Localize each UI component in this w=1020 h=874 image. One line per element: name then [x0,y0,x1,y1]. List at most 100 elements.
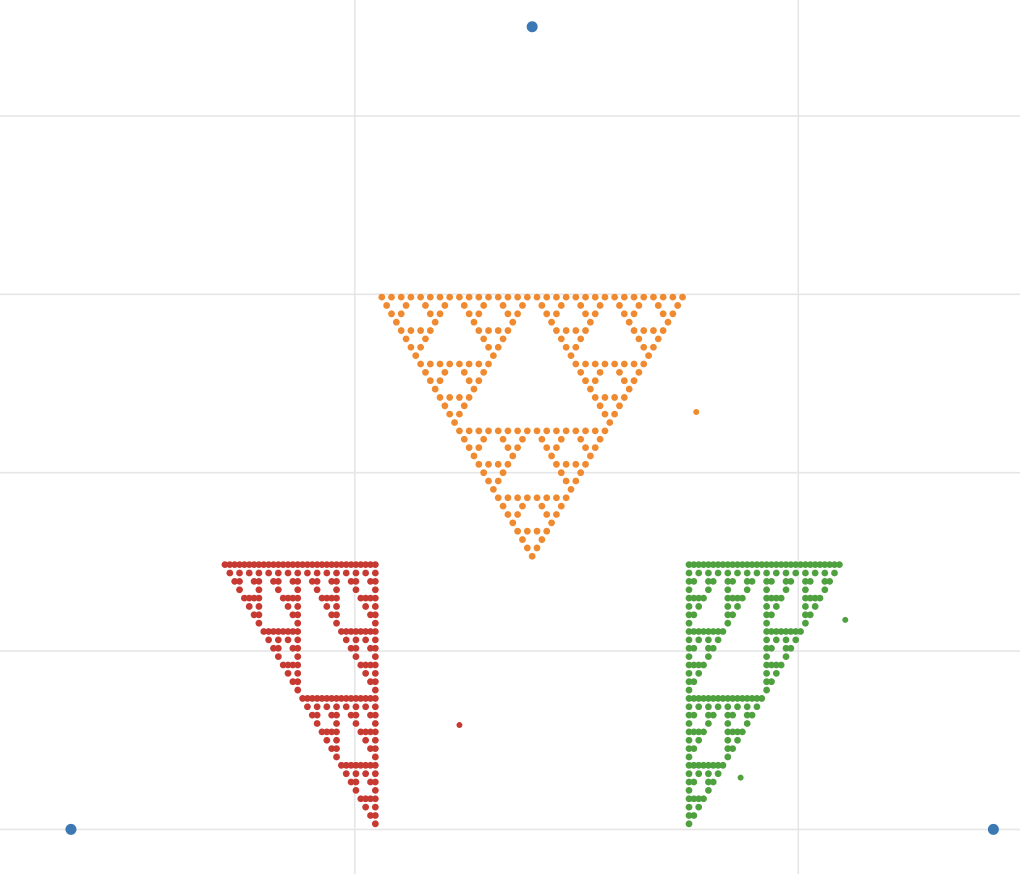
right-cluster-point [714,695,722,702]
top-cluster-point [509,519,517,527]
right-cluster-point [782,653,790,661]
left-cluster-point [284,628,292,635]
top-cluster-point [426,360,434,368]
top-cluster-point [504,494,512,502]
top-cluster-point [480,435,488,443]
top-cluster-point [553,427,560,435]
right-cluster-point [753,695,761,702]
right-cluster-point [787,628,795,635]
left-cluster-point [342,695,350,702]
right-cluster-point [695,695,703,702]
left-cluster-point [328,577,336,585]
top-cluster-point [538,502,546,510]
left-cluster-point [337,561,345,569]
right-cluster-point [763,577,771,585]
left-cluster-point [333,720,340,727]
right-cluster-point [763,628,771,635]
top-cluster-point [475,327,483,334]
top-cluster-point [620,394,628,401]
left-cluster-point [352,720,360,727]
left-cluster-point [294,669,302,677]
left-cluster-point [357,695,365,702]
top-cluster-point [397,327,405,334]
top-cluster-point [528,552,536,560]
right-cluster-stray-point [737,774,744,781]
right-cluster-point [724,586,732,594]
right-cluster-point [738,728,746,736]
left-cluster-point [289,628,297,635]
top-cluster-point [475,310,483,318]
left-cluster-point [284,561,292,569]
right-cluster-point [695,728,703,736]
left-cluster-point [347,561,355,569]
top-cluster-point [402,335,410,343]
right-cluster-point [700,594,707,602]
right-cluster-point [705,653,712,661]
left-cluster-point [289,661,297,669]
right-cluster-point [729,611,737,619]
left-cluster-point [333,745,340,752]
right-cluster-point [719,695,727,702]
left-cluster-point [371,761,379,769]
top-cluster-point [465,377,473,385]
left-cluster-point [362,628,370,635]
left-cluster-point [240,594,248,602]
right-cluster-point [753,561,761,569]
top-cluster-point [523,494,531,502]
top-cluster-point [460,368,468,376]
top-cluster-point [397,293,405,301]
right-cluster-point [811,569,819,577]
right-cluster-point [724,561,732,569]
left-cluster-point [260,561,268,569]
left-cluster-point [371,695,379,702]
left-cluster-point [289,644,297,652]
right-cluster-point [724,728,732,736]
right-cluster-point [690,812,698,819]
left-cluster-point [352,786,360,794]
top-cluster-point [480,368,488,376]
right-cluster-point [835,561,843,569]
right-cluster-point [782,561,790,569]
right-cluster-point [792,628,800,635]
right-cluster-point [705,786,712,794]
top-cluster-point [533,293,541,301]
right-cluster-point [724,720,732,727]
right-cluster-point [685,669,693,677]
left-cluster-point [250,577,258,585]
top-cluster-point [475,293,483,301]
top-cluster-point [582,327,589,334]
top-cluster-point [650,293,657,301]
left-cluster-point [333,736,340,744]
right-cluster-point [763,619,771,627]
top-cluster-point [601,427,609,435]
top-cluster-point [494,343,502,351]
right-cluster-point [685,770,693,778]
left-cluster-point [362,728,370,736]
left-cluster-point [294,653,302,661]
top-cluster-point [577,368,585,376]
right-cluster-point [685,628,693,635]
right-cluster-point [685,720,693,727]
right-cluster-point [695,594,703,602]
left-cluster-point [371,594,379,602]
left-cluster-point [352,636,360,644]
right-cluster-point [685,619,693,627]
top-cluster-point [553,327,560,334]
top-cluster-point [480,469,488,477]
left-cluster-point [294,636,302,644]
right-cluster-point [777,561,785,569]
right-cluster-point [685,753,693,761]
left-cluster-point [323,695,331,702]
right-cluster-point [772,569,780,577]
top-cluster-point [378,293,386,301]
top-cluster-point [465,293,473,301]
right-cluster-point [695,669,703,677]
right-cluster-point [709,695,717,702]
right-cluster-point [685,653,693,661]
left-cluster-point [294,577,302,585]
top-cluster-point [577,435,585,443]
right-cluster-point [685,603,693,610]
right-cluster-point [763,636,771,644]
right-cluster-point [724,745,732,752]
